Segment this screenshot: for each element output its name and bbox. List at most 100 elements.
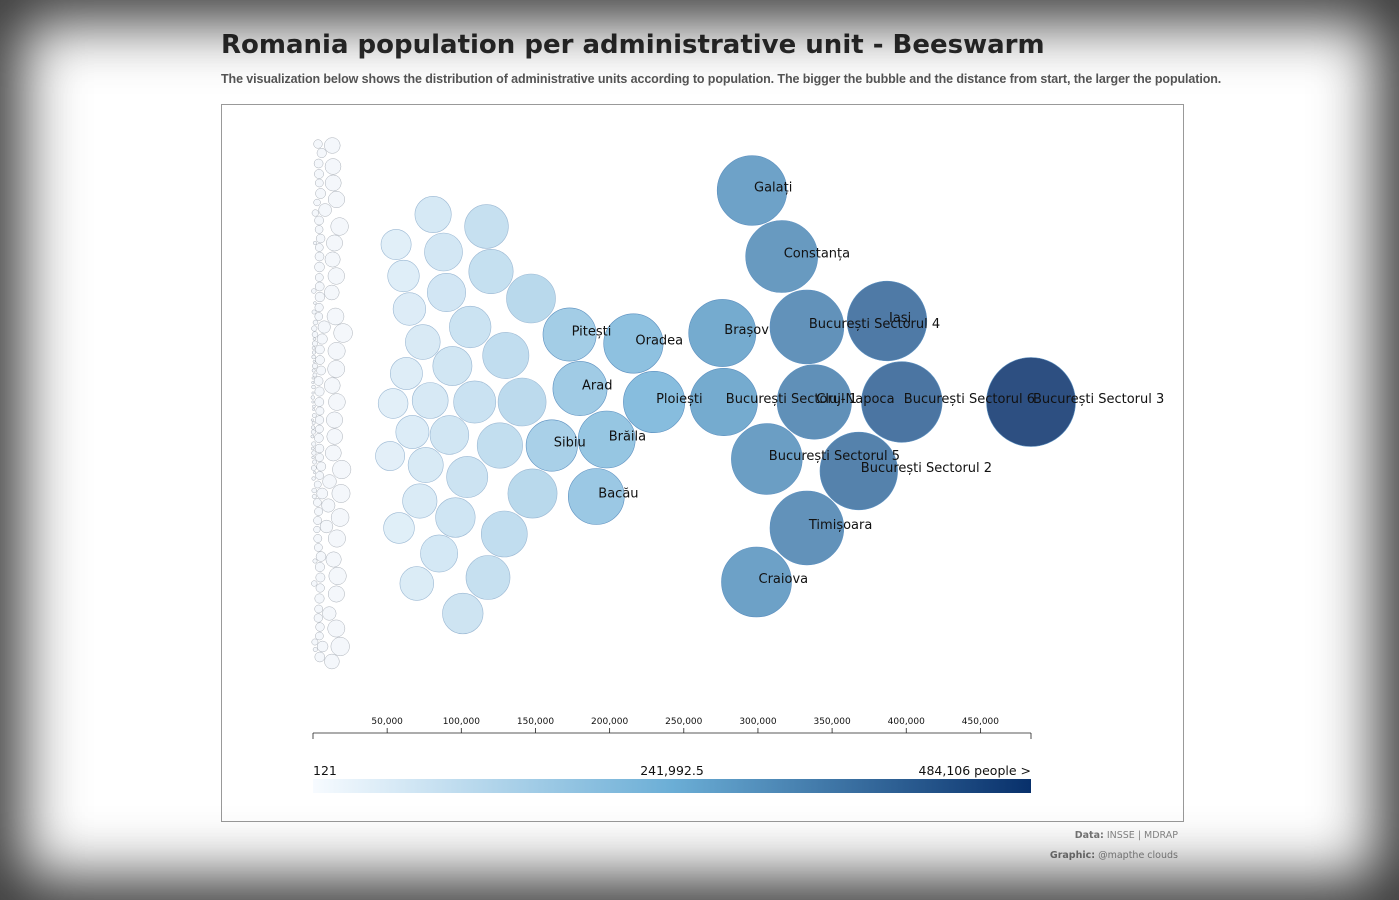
bubble[interactable] (315, 344, 325, 355)
bubble[interactable] (480, 510, 528, 558)
bubble[interactable] (314, 273, 324, 282)
bubble[interactable] (442, 592, 484, 635)
bubble[interactable] (314, 261, 325, 273)
bubble[interactable] (311, 331, 319, 338)
bubble[interactable] (316, 148, 327, 158)
bubble[interactable] (328, 567, 347, 585)
bubble[interactable] (525, 419, 578, 472)
bubble[interactable] (721, 546, 792, 618)
bubble[interactable] (315, 631, 324, 641)
bubble[interactable] (313, 516, 322, 525)
bubble[interactable] (313, 471, 316, 474)
bubble[interactable] (312, 408, 316, 411)
bubble[interactable] (312, 337, 316, 341)
bubble[interactable] (482, 332, 530, 379)
bubble[interactable] (311, 446, 315, 451)
bubble[interactable] (453, 380, 497, 424)
bubble[interactable] (315, 406, 325, 416)
bubble[interactable] (324, 377, 341, 394)
bubble[interactable] (311, 376, 315, 380)
bubble[interactable] (311, 494, 317, 499)
bubble[interactable] (311, 425, 316, 430)
bubble[interactable] (316, 333, 328, 345)
bubble[interactable] (405, 324, 441, 360)
bubble[interactable] (380, 229, 412, 260)
bubble[interactable] (552, 361, 608, 416)
bubble[interactable] (392, 292, 426, 326)
bubble[interactable] (324, 137, 341, 154)
bubble[interactable] (688, 299, 757, 367)
bubble[interactable] (411, 382, 449, 419)
bubble[interactable] (311, 325, 318, 332)
bubble[interactable] (315, 188, 326, 199)
bubble[interactable] (414, 196, 452, 234)
bubble[interactable] (846, 280, 928, 362)
bubble[interactable] (449, 305, 492, 349)
bubble[interactable] (312, 363, 318, 369)
bubble[interactable] (311, 450, 317, 456)
bubble[interactable] (314, 215, 324, 226)
bubble[interactable] (314, 386, 325, 397)
bubble[interactable] (310, 434, 315, 439)
bubble[interactable] (312, 404, 316, 409)
bubble[interactable] (716, 155, 788, 226)
bubble[interactable] (319, 519, 334, 534)
bubble[interactable] (330, 636, 350, 657)
bubble[interactable] (332, 460, 352, 479)
bubble[interactable] (311, 346, 316, 350)
bubble[interactable] (311, 391, 315, 395)
bubble[interactable] (310, 395, 315, 400)
bubble[interactable] (315, 622, 325, 632)
bubble[interactable] (407, 447, 444, 483)
bubble[interactable] (315, 178, 324, 188)
bubble[interactable] (313, 480, 322, 489)
bubble[interactable] (465, 555, 511, 600)
bubble[interactable] (311, 209, 319, 217)
bubble[interactable] (311, 638, 319, 646)
bubble[interactable] (314, 415, 325, 425)
bubble[interactable] (311, 368, 316, 373)
bubble[interactable] (314, 433, 324, 443)
bubble[interactable] (745, 220, 819, 293)
bubble[interactable] (314, 303, 324, 312)
bubble[interactable] (324, 158, 342, 175)
bubble[interactable] (333, 323, 353, 343)
bubble[interactable] (313, 498, 322, 507)
bubble[interactable] (326, 234, 343, 252)
bubble[interactable] (312, 360, 316, 363)
bubble[interactable] (986, 357, 1076, 447)
bubble[interactable] (315, 551, 327, 562)
bubble[interactable] (311, 487, 317, 494)
bubble[interactable] (314, 443, 325, 454)
bubble[interactable] (402, 483, 438, 519)
bubble[interactable] (327, 267, 345, 285)
bubble[interactable] (316, 640, 329, 653)
bubble[interactable] (312, 340, 318, 347)
bubble[interactable] (311, 580, 318, 587)
bubble[interactable] (314, 651, 326, 663)
bubble[interactable] (315, 355, 325, 365)
bubble[interactable] (325, 551, 342, 568)
bubble[interactable] (311, 288, 317, 294)
bubble[interactable] (315, 471, 324, 480)
bubble[interactable] (312, 558, 318, 564)
bubble[interactable] (314, 562, 325, 572)
bubble[interactable] (577, 410, 636, 469)
bubble[interactable] (395, 415, 430, 449)
bubble[interactable] (311, 381, 315, 384)
bubble[interactable] (769, 289, 845, 365)
bubble[interactable] (387, 259, 420, 293)
bubble[interactable] (399, 566, 435, 601)
bubble[interactable] (311, 350, 317, 355)
bubble[interactable] (328, 529, 346, 548)
bubble[interactable] (313, 376, 324, 386)
bubble[interactable] (313, 240, 318, 246)
bubble[interactable] (324, 251, 341, 268)
bubble[interactable] (311, 413, 317, 418)
bubble[interactable] (314, 397, 325, 407)
bubble[interactable] (326, 411, 343, 429)
bubble[interactable] (314, 593, 325, 604)
bubble[interactable] (313, 198, 321, 207)
bubble[interactable] (731, 423, 803, 495)
bubble[interactable] (327, 360, 345, 378)
